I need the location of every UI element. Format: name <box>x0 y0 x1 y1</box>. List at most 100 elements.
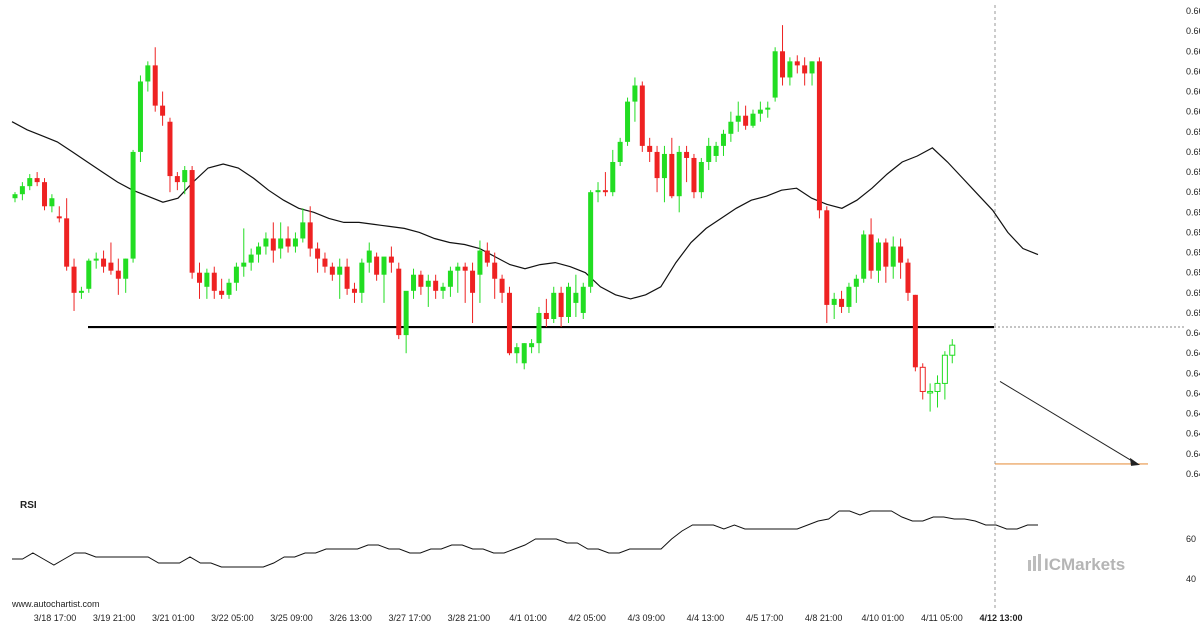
candle <box>470 262 476 324</box>
candle <box>396 262 402 340</box>
candle <box>831 292 837 319</box>
candle <box>418 270 424 295</box>
candle <box>388 246 394 273</box>
candle-body <box>529 343 535 348</box>
price-tick-label: 0.6435 <box>1186 449 1200 459</box>
candle <box>292 232 298 253</box>
candle-body <box>536 312 542 344</box>
candle <box>610 149 616 197</box>
candle <box>883 238 889 283</box>
candle <box>720 129 726 156</box>
price-panel <box>11 5 1184 610</box>
candle-body <box>861 234 867 279</box>
candle-body <box>19 186 25 195</box>
candle <box>359 258 365 303</box>
candle <box>912 294 918 372</box>
candle-body <box>167 121 173 177</box>
price-tick-label: 0.6475 <box>1186 368 1200 378</box>
price-tick-label: 0.6595 <box>1186 127 1200 137</box>
brand-logo-bar-1 <box>1028 560 1031 571</box>
candle <box>256 242 262 263</box>
candle-body <box>602 190 608 193</box>
candle-body <box>447 270 453 287</box>
candle-body <box>839 298 845 307</box>
x-tick-label: 3/19 21:00 <box>93 613 136 623</box>
candle <box>278 222 284 259</box>
candle <box>307 206 313 257</box>
candle-body <box>735 115 741 122</box>
candle <box>595 182 601 203</box>
candle <box>787 57 793 86</box>
candle <box>219 278 225 299</box>
candle <box>492 252 498 299</box>
candle <box>49 194 55 213</box>
x-tick-label: 3/25 09:00 <box>270 613 313 623</box>
price-tick-label: 0.6605 <box>1186 107 1200 117</box>
rsi-title: RSI <box>20 500 37 511</box>
price-tick-label: 0.6645 <box>1186 26 1200 36</box>
candle-body <box>691 157 697 193</box>
candle <box>93 252 99 269</box>
candle-body <box>455 266 461 271</box>
candle <box>684 145 690 183</box>
candle-body <box>292 238 298 247</box>
candle-body <box>765 107 771 110</box>
candle <box>233 262 239 291</box>
candle-body <box>941 354 948 384</box>
candle <box>706 137 712 171</box>
candle-body <box>794 61 800 66</box>
candle <box>580 282 586 319</box>
candle-body <box>499 278 505 293</box>
x-tick-label: 4/2 05:00 <box>568 613 606 623</box>
x-tick-label: 4/10 01:00 <box>861 613 904 623</box>
candle-body <box>728 121 734 134</box>
price-tick-label: 0.6495 <box>1186 328 1200 338</box>
candle-body <box>846 286 852 307</box>
candle-body <box>883 242 889 267</box>
candle-body <box>137 81 143 152</box>
candle-body <box>278 238 284 249</box>
candle <box>625 97 631 146</box>
candle-body <box>743 115 749 126</box>
candle <box>152 47 158 112</box>
candle <box>19 182 25 201</box>
x-tick-label: 3/27 17:00 <box>388 613 431 623</box>
candle <box>661 145 667 203</box>
candle <box>728 111 734 142</box>
candle <box>676 145 682 213</box>
candle-body <box>757 109 763 114</box>
x-tick-label: 4/8 21:00 <box>805 613 843 623</box>
candle-body <box>108 262 114 271</box>
candle <box>226 278 232 299</box>
candle-body <box>824 210 830 305</box>
x-tick-label: 4/12 13:00 <box>979 613 1022 623</box>
candle-body <box>484 250 490 263</box>
candle <box>130 149 136 263</box>
candle <box>499 274 505 303</box>
candle-body <box>145 65 151 82</box>
rsi-y-axis: 60 40 <box>1186 534 1196 584</box>
candle-body <box>211 272 217 291</box>
candle <box>433 274 439 299</box>
candle <box>506 286 512 356</box>
candle-body <box>588 192 594 287</box>
candle-body <box>204 272 210 287</box>
price-tick-label: 0.6465 <box>1186 388 1200 398</box>
candle <box>27 174 33 191</box>
x-tick-label: 4/1 01:00 <box>509 613 547 623</box>
candle <box>558 286 564 328</box>
candle-body <box>197 272 202 283</box>
x-tick-label: 4/11 05:00 <box>921 613 963 623</box>
candle-body <box>816 61 822 211</box>
candle <box>411 268 417 299</box>
candle-body <box>617 141 623 162</box>
candle-body <box>189 170 195 273</box>
candle <box>447 266 453 297</box>
price-tick-label: 0.6635 <box>1186 46 1200 56</box>
candle <box>182 166 188 195</box>
candle-body <box>875 242 881 271</box>
candle-body <box>905 262 911 293</box>
x-tick-label: 3/22 05:00 <box>211 613 254 623</box>
projection-arrowhead <box>1130 457 1140 466</box>
candle-body <box>285 238 291 247</box>
